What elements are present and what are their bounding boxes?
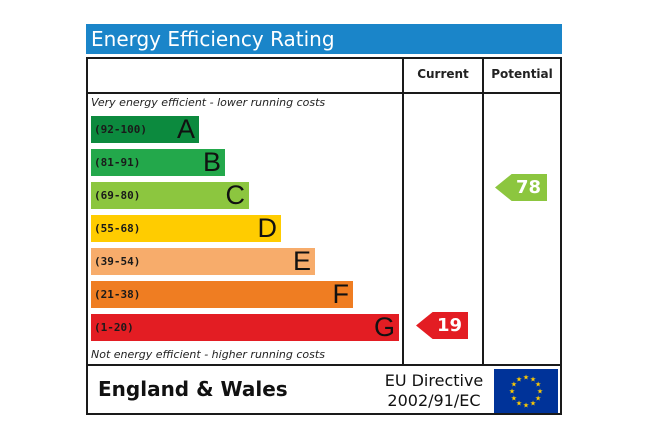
eu-directive-line2: 2002/91/EC [387,391,481,410]
eu-directive-label: EU Directive 2002/91/EC [380,371,488,411]
band-c: (69-80) C [91,182,249,209]
band-b: (81-91) B [91,149,225,176]
eu-star-icon: ★ [530,400,536,408]
potential-column-divider [482,57,484,366]
eu-star-icon: ★ [535,381,541,389]
country-label: England & Wales [98,377,288,401]
eu-star-icon: ★ [509,388,515,396]
band-letter: D [257,213,278,243]
band-letter: G [373,312,395,342]
current-column-divider [402,57,404,366]
current-column-header: Current [417,67,469,81]
eu-star-icon: ★ [523,402,529,410]
inefficient-note: Not energy efficient - higher running co… [91,348,325,361]
band-letter: C [225,180,246,210]
band-e: (39-54) E [91,248,315,275]
band-f: (21-38) F [91,281,353,308]
rating-chart-frame [86,57,562,415]
band-letter: A [176,114,195,144]
eu-directive-line1: EU Directive [384,371,484,390]
band-range-label: (39-54) [94,255,141,268]
eu-star-icon: ★ [535,395,541,403]
band-range-label: (55-68) [94,222,141,235]
efficient-note: Very energy efficient - lower running co… [91,96,326,109]
band-range-label: (1-20) [94,321,134,334]
eu-flag-icon: ★ ★ ★ ★ ★ ★ ★ ★ ★ ★ ★ ★ [494,369,558,413]
eu-star-icon: ★ [511,381,517,389]
band-range-label: (92-100) [94,123,147,136]
eu-star-icon: ★ [516,375,522,383]
potential-rating-value: 78 [515,177,541,198]
band-letter: F [332,279,350,309]
potential-column-header: Potential [491,67,553,81]
header-divider [86,92,562,94]
band-d: (55-68) D [91,215,281,242]
current-rating-value: 19 [436,315,462,336]
band-letter: B [202,147,221,177]
band-range-label: (21-38) [94,288,141,301]
eu-star-icon: ★ [537,388,543,396]
eu-star-icon: ★ [511,395,517,403]
band-letter: E [292,246,311,276]
band-range-label: (69-80) [94,189,141,202]
eu-star-icon: ★ [516,400,522,408]
footer-divider [86,364,562,366]
band-a: (92-100) A [91,116,199,143]
eu-star-icon: ★ [523,374,529,382]
band-range-label: (81-91) [94,156,141,169]
page-title: Energy Efficiency Rating [86,24,562,54]
eu-star-icon: ★ [530,375,536,383]
band-g: (1-20) G [91,314,399,341]
